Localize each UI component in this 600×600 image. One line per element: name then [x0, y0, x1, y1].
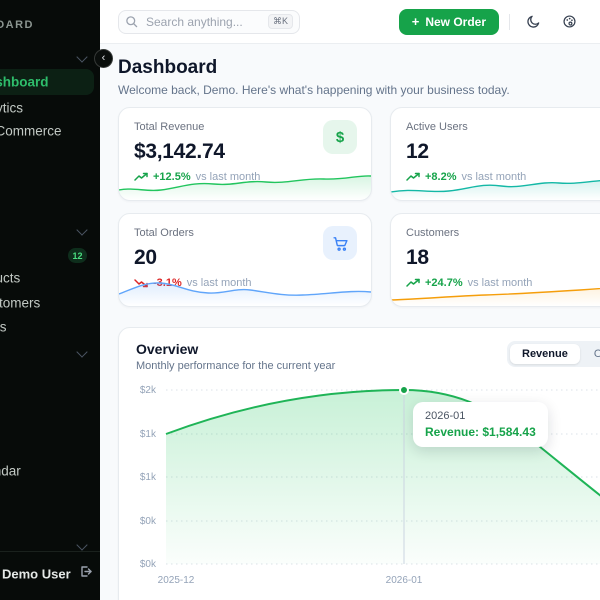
users-sparkline — [391, 180, 600, 200]
sidebar-item-label: Dashboard — [0, 74, 49, 90]
plus-icon: + — [411, 14, 420, 29]
stat-value: 18 — [406, 246, 429, 269]
stat-change-note: vs last month — [195, 171, 261, 183]
sidebar-item-label: Analytics — [0, 100, 24, 116]
y-tick: $0k — [140, 559, 157, 570]
sidebar-item-customers[interactable]: Customers — [0, 290, 100, 316]
y-tick: $2k — [140, 385, 157, 396]
page-content: Dashboard Welcome back, Demo. Here's wha… — [100, 44, 600, 600]
sidebar-item-ecommerce[interactable]: eCommerce — [0, 118, 100, 144]
sidebar-item-notification[interactable]: Notification — [0, 435, 100, 461]
stat-label: Total Orders — [134, 227, 194, 239]
overview-tab-group: Revenue Orders — [507, 341, 600, 367]
stat-value: $3,142.74 — [134, 140, 225, 163]
stat-label: Customers — [406, 227, 460, 239]
section-chevron-down-icon[interactable] — [76, 539, 88, 551]
dollar-icon: $ — [323, 120, 357, 154]
stats-grid: Total Revenue $3,142.74 +12.5% vs last m… — [118, 107, 600, 307]
page-subtitle: Welcome back, Demo. Here's what's happen… — [118, 83, 510, 97]
sidebar-item-label: Products — [0, 270, 21, 286]
stat-change-note: vs last month — [186, 277, 252, 289]
sidebar-item-calendar[interactable]: Calendar — [0, 458, 100, 484]
page-title: Dashboard — [118, 57, 218, 78]
stat-value: 12 — [406, 140, 429, 163]
stat-label: Active Users — [406, 121, 468, 133]
sidebar: DASHBOARD Dashboard Analytics eCommerce … — [0, 0, 100, 600]
section-chevron-down-icon[interactable] — [76, 51, 88, 63]
overview-subtitle: Monthly performance for the current year — [136, 360, 336, 372]
overview-card: Overview Monthly performance for the cur… — [118, 327, 600, 600]
topbar: ⌘K + New Order — [100, 0, 600, 44]
sidebar-collapse-button[interactable]: ‹ — [94, 49, 113, 68]
search-shortcut-badge: ⌘K — [267, 14, 293, 29]
main-area: ⌘K + New Order — [100, 0, 600, 600]
stat-change: +24.7% — [425, 277, 463, 289]
stat-card-total-revenue[interactable]: Total Revenue $3,142.74 +12.5% vs last m… — [118, 107, 372, 201]
chart-tooltip: 2026-01 Revenue: $1,584.43 — [413, 402, 548, 447]
new-order-label: New Order — [425, 14, 486, 29]
sidebar-item-label: Notification — [0, 441, 1, 456]
stat-card-total-orders[interactable]: Total Orders 20 -3.1% vs last month — [118, 213, 372, 307]
orders-count-badge: 12 — [68, 248, 87, 263]
topbar-divider — [509, 13, 510, 30]
trend-up-icon — [406, 172, 420, 181]
search-box[interactable]: ⌘K — [118, 9, 300, 34]
trend-up-icon — [134, 172, 148, 181]
revenue-line — [165, 388, 600, 497]
sidebar-item-label: Invoices — [0, 319, 7, 335]
logout-icon[interactable] — [79, 565, 92, 583]
stat-card-active-users[interactable]: Active Users 12 +8.2% vs last month — [390, 107, 600, 201]
stat-change: +12.5% — [153, 171, 191, 183]
sidebar-user-row[interactable]: Demo User — [0, 560, 100, 588]
revenue-sparkline — [119, 175, 371, 200]
stat-change-note: vs last month — [461, 171, 527, 183]
y-tick: $0k — [140, 516, 157, 527]
palette-icon — [562, 15, 576, 28]
y-tick: $1k — [140, 472, 157, 483]
tab-revenue[interactable]: Revenue — [510, 344, 580, 364]
section-chevron-down-icon[interactable] — [76, 224, 88, 236]
sidebar-item-label: Calendar — [0, 463, 21, 479]
section-chevron-down-icon[interactable] — [76, 346, 88, 358]
search-input[interactable] — [144, 13, 262, 30]
tab-orders[interactable]: Orders — [582, 344, 600, 364]
new-order-button[interactable]: + New Order — [398, 8, 499, 35]
stat-label: Total Revenue — [134, 121, 205, 133]
trend-up-icon — [406, 278, 420, 287]
sidebar-item-label: eCommerce — [0, 123, 62, 139]
search-icon — [125, 15, 138, 28]
dark-mode-toggle[interactable] — [520, 9, 546, 35]
moon-icon — [526, 15, 539, 28]
stat-change-note: vs last month — [467, 277, 533, 289]
sidebar-item-invoices[interactable]: Invoices — [0, 314, 100, 340]
stat-value: 20 — [134, 246, 157, 269]
active-item-highlight — [0, 69, 94, 95]
orders-sparkline — [119, 282, 371, 306]
sidebar-logo: DASHBOARD — [0, 19, 100, 35]
tooltip-date: 2026-01 — [425, 410, 466, 422]
logo-text: DASHBOARD — [0, 19, 34, 31]
overview-title: Overview — [136, 341, 199, 357]
theme-palette-button[interactable] — [556, 9, 582, 35]
active-point-dot — [399, 385, 409, 395]
sidebar-item-products[interactable]: Products — [0, 265, 100, 291]
customers-sparkline — [391, 287, 600, 306]
user-name: Demo User — [2, 566, 71, 582]
sidebar-divider — [0, 551, 100, 552]
y-tick: $1k — [140, 429, 157, 440]
cart-icon — [323, 226, 357, 260]
sidebar-item-dashboard[interactable]: Dashboard — [0, 69, 100, 95]
stat-change: +8.2% — [425, 171, 457, 183]
sidebar-item-label: Customers — [0, 295, 41, 311]
stat-card-customers[interactable]: Customers 18 +24.7% vs last month — [390, 213, 600, 307]
sidebar-item-analytics[interactable]: Analytics — [0, 95, 100, 121]
x-tick: 2025-12 — [158, 575, 195, 586]
x-tick: 2026-01 — [386, 575, 423, 586]
tooltip-value: Revenue: $1,584.43 — [425, 425, 536, 439]
